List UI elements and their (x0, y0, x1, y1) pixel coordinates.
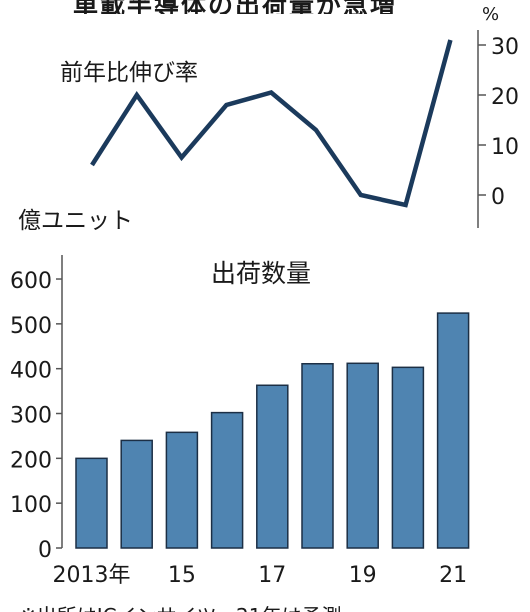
bar-y-tick-label: 300 (10, 404, 52, 429)
bar-x-tick-label: 21 (439, 563, 467, 588)
line-y-tick-label: 30 (491, 35, 519, 60)
line-y-tick-label: 20 (491, 85, 519, 110)
bar-x-tick-label: 19 (349, 563, 377, 588)
line-chart-unit-label: % (482, 4, 499, 25)
bar-y-tick-label: 400 (10, 359, 52, 384)
growth-rate-line-chart: % 前年比伸び率 30 20 10 0 (60, 4, 519, 228)
shipment-bar-2017 (256, 384, 289, 549)
shipment-bar-2018 (301, 362, 334, 549)
shipment-bar-2019 (346, 362, 379, 549)
source-note: ※出所はICインサイツ。21年は予測 (20, 600, 520, 612)
shipment-bar-2014 (120, 439, 153, 549)
bar-y-tick-label: 100 (10, 493, 52, 518)
shipment-bar-2016 (210, 411, 244, 549)
bar-x-tick-label: 17 (258, 563, 286, 588)
shipment-bar-chart: 億ユニット 出荷数量 600 500 400 300 200 100 0 2013年 15 17… (10, 208, 470, 588)
shipment-bar-2020 (391, 366, 425, 549)
line-y-tick-label: 10 (491, 135, 519, 160)
shipment-bar-2013 (75, 457, 108, 549)
line-chart-series-label: 前年比伸び率 (60, 60, 198, 86)
bar-y-tick-label: 200 (10, 448, 52, 473)
bar-chart-unit-label: 億ユニット (18, 208, 133, 234)
chart-main-title: 車載半導体の出荷量が急増 (0, 0, 470, 14)
bar-chart-title: 出荷数量 (211, 259, 311, 288)
line-y-tick-label: 0 (491, 185, 505, 210)
shipment-bar-2015 (165, 431, 199, 549)
bar-y-tick-label: 0 (38, 538, 52, 563)
bar-x-tick-label: 2013年 (53, 563, 131, 588)
bar-y-tick-label: 600 (10, 269, 52, 294)
bar-x-tick-label: 15 (168, 563, 196, 588)
bar-y-tick-label: 500 (10, 314, 52, 339)
shipment-bar-2021 (436, 312, 470, 549)
